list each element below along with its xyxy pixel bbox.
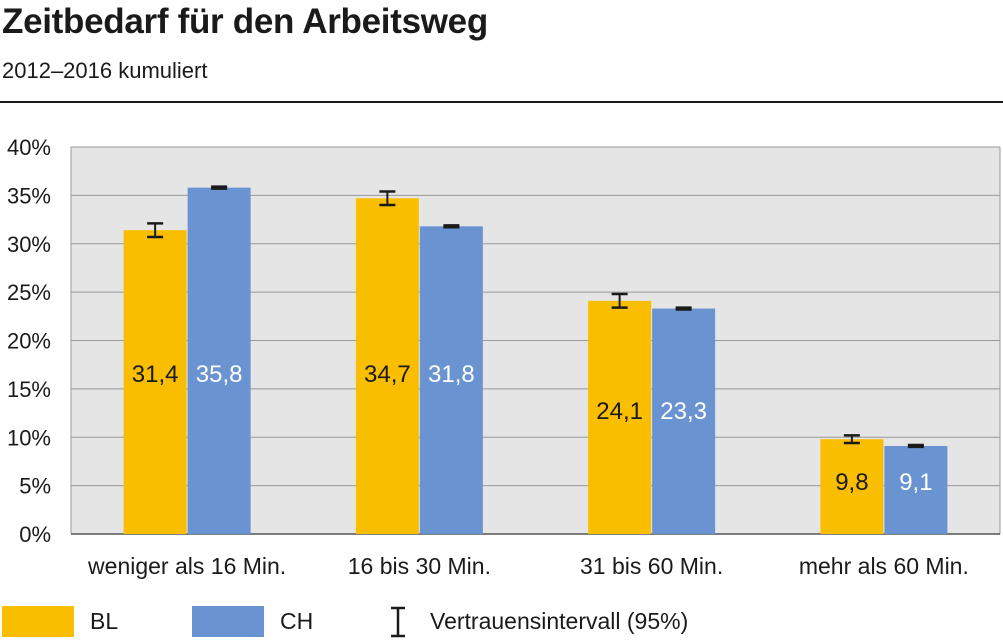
x-category-label: 31 bis 60 Min.	[580, 553, 723, 579]
legend-label-ci: Vertrauensintervall (95%)	[430, 608, 689, 634]
legend-swatch-bl	[2, 606, 74, 637]
y-tick-label: 40%	[7, 135, 51, 160]
legend-label-ch: CH	[280, 608, 314, 634]
y-tick-label: 10%	[7, 425, 51, 450]
x-category-label: 16 bis 30 Min.	[348, 553, 491, 579]
y-tick-label: 15%	[7, 377, 51, 402]
title-divider	[0, 101, 1003, 103]
bar-bl	[355, 198, 419, 534]
chart-subtitle: 2012–2016 kumuliert	[2, 58, 208, 83]
data-label-ch: 23,3	[660, 398, 707, 425]
y-tick-label: 30%	[7, 232, 51, 257]
bar-ch	[187, 187, 251, 534]
data-label-bl: 31,4	[132, 361, 179, 388]
bar-ch	[419, 226, 483, 534]
y-tick-label: 35%	[7, 183, 51, 208]
data-label-bl: 9,8	[835, 469, 868, 496]
errorbar-icon	[391, 606, 405, 638]
bar-bl	[123, 230, 187, 534]
data-label-ch: 9,1	[899, 469, 932, 496]
x-category-label: weniger als 16 Min.	[87, 553, 286, 579]
y-tick-label: 25%	[7, 280, 51, 305]
legend: BL CH Vertrauensintervall (95%)	[0, 603, 1003, 640]
data-label-bl: 34,7	[364, 361, 411, 388]
x-category-label: mehr als 60 Min.	[799, 553, 969, 579]
data-label-ch: 35,8	[196, 361, 243, 388]
y-tick-label: 20%	[7, 329, 51, 354]
legend-label-bl: BL	[90, 608, 119, 634]
data-label-bl: 24,1	[596, 398, 643, 425]
data-label-ch: 31,8	[428, 361, 475, 388]
bar-chart: 0% 5% 10% 15% 20% 25% 30% 35% 40% weniger als 16 …	[7, 135, 1001, 579]
bar-ch	[884, 445, 948, 534]
chart-title: Zeitbedarf für den Arbeitsweg	[2, 2, 488, 41]
bar-bl	[588, 300, 652, 534]
legend-swatch-ch	[192, 606, 264, 637]
y-tick-label: 0%	[19, 522, 51, 547]
y-tick-label: 5%	[19, 474, 51, 499]
bar-bl	[820, 439, 884, 534]
bar-ch	[652, 308, 716, 534]
